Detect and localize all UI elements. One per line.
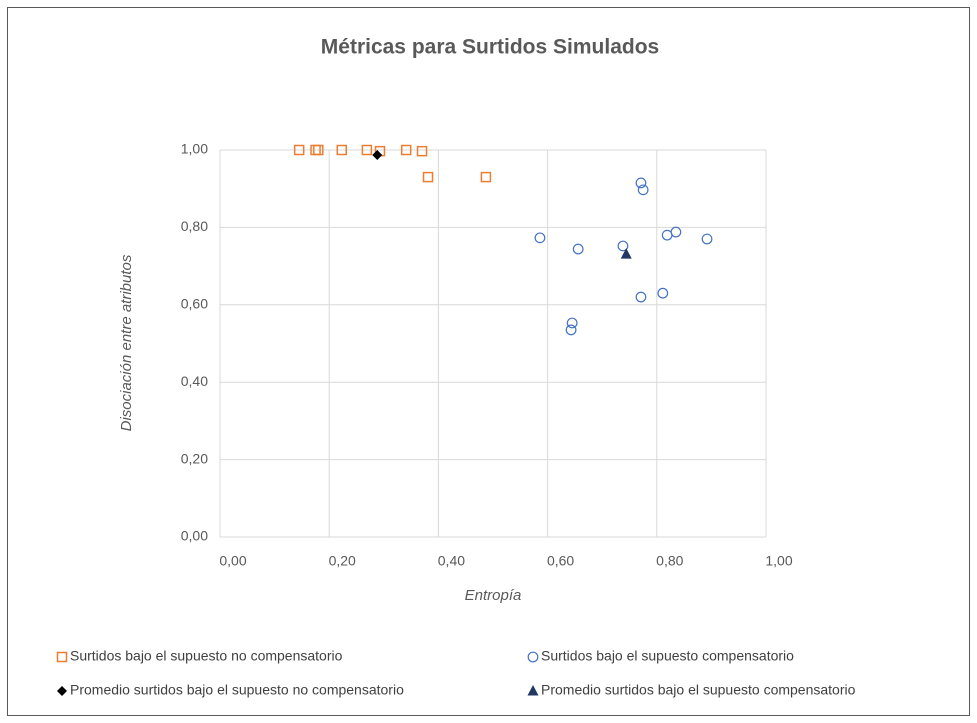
legend-label: Surtidos bajo el supuesto compensatorio xyxy=(541,648,794,664)
point xyxy=(572,243,584,255)
point xyxy=(566,317,578,329)
y-axis-title: Disociación entre atributos xyxy=(118,254,135,431)
point xyxy=(416,145,428,157)
point xyxy=(637,184,649,196)
point xyxy=(336,144,348,156)
legend-marker xyxy=(527,685,539,696)
y-tick-label: 0,20 xyxy=(181,450,208,466)
point xyxy=(635,177,647,189)
point xyxy=(701,233,713,245)
x-tick-label: 0,40 xyxy=(438,553,465,569)
point xyxy=(620,248,632,259)
x-tick-label: 1,00 xyxy=(765,553,792,569)
point xyxy=(361,144,373,156)
y-tick-label: 0,40 xyxy=(181,373,208,389)
x-tick-label: 0,80 xyxy=(656,553,683,569)
legend-marker xyxy=(527,651,539,663)
point xyxy=(480,171,492,183)
x-tick-label: 0,60 xyxy=(547,553,574,569)
legend-label: Promedio surtidos bajo el supuesto compe… xyxy=(541,682,856,698)
point xyxy=(617,240,629,252)
y-tick-label: 0,80 xyxy=(181,218,208,234)
point xyxy=(534,232,546,244)
y-tick-label: 0,00 xyxy=(181,528,208,544)
legend-marker xyxy=(57,686,67,696)
point xyxy=(313,144,324,156)
point xyxy=(372,150,383,161)
point xyxy=(657,287,669,299)
point xyxy=(422,171,434,183)
legend-marker xyxy=(56,651,68,663)
chart-title: Métricas para Surtidos Simulados xyxy=(321,36,659,59)
legend-label: Promedio surtidos bajo el supuesto no co… xyxy=(70,682,404,698)
point xyxy=(635,291,647,303)
point xyxy=(670,226,682,238)
y-tick-label: 0,60 xyxy=(181,296,208,312)
x-tick-label: 0,00 xyxy=(219,553,246,569)
x-axis-title: Entropía xyxy=(465,587,522,604)
legend-label: Surtidos bajo el supuesto no compensator… xyxy=(70,648,343,664)
x-tick-label: 0,20 xyxy=(329,553,356,569)
point xyxy=(565,324,577,336)
y-tick-label: 1,00 xyxy=(181,141,208,157)
point xyxy=(400,144,412,156)
chart-border xyxy=(7,7,970,716)
point xyxy=(293,144,305,156)
